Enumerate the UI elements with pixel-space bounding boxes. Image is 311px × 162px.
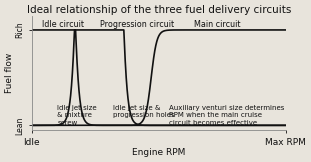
Y-axis label: Fuel flow: Fuel flow xyxy=(5,53,14,93)
Text: Progression circuit: Progression circuit xyxy=(100,20,174,29)
Text: Auxiliary venturi size determines
RPM when the main cruise
circuit becomes effec: Auxiliary venturi size determines RPM wh… xyxy=(169,105,284,126)
Text: Idle jet size
& mixture
screw: Idle jet size & mixture screw xyxy=(57,105,97,126)
Title: Ideal relationship of the three fuel delivery circuits: Ideal relationship of the three fuel del… xyxy=(27,5,291,15)
Text: Idle circuit: Idle circuit xyxy=(42,20,84,29)
Text: Idle jet size &
progression holes: Idle jet size & progression holes xyxy=(113,105,175,118)
Text: Main circuit: Main circuit xyxy=(194,20,241,29)
X-axis label: Engine RPM: Engine RPM xyxy=(132,148,185,157)
